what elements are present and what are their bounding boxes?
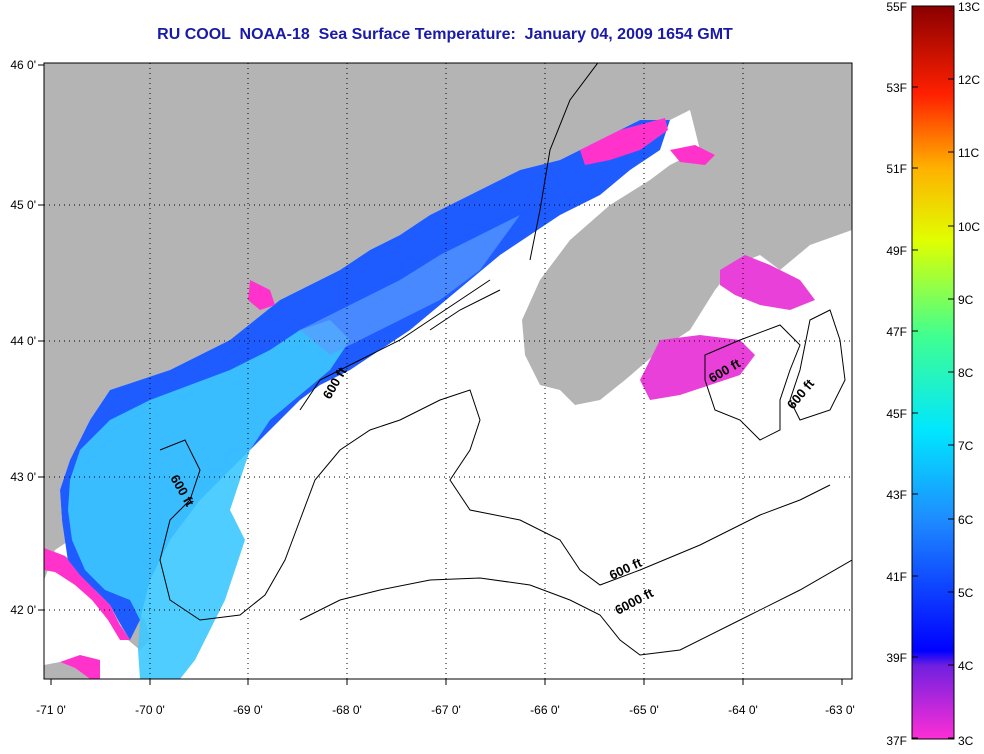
axis-ticks xyxy=(38,64,843,685)
colorbar-f-label: 55F xyxy=(886,0,907,14)
colorbar-c-label: 12C xyxy=(958,73,980,87)
colorbar-c-label: 9C xyxy=(958,293,974,307)
map-title: RU COOL NOAA-18 Sea Surface Temperature:… xyxy=(157,26,733,43)
colorbar-c-label: 8C xyxy=(958,366,974,380)
colorbar-c-label: 6C xyxy=(958,513,974,527)
sst-field xyxy=(44,118,815,679)
lat-label: 43 0' xyxy=(10,470,36,484)
colorbar-c-label: 13C xyxy=(958,0,980,14)
colorbar-c-label: 4C xyxy=(958,659,974,673)
colorbar-f-label: 39F xyxy=(886,651,907,665)
lon-label: -67 0' xyxy=(431,703,461,717)
colorbar-f-label: 43F xyxy=(886,488,907,502)
lat-label: 46 0' xyxy=(10,58,36,72)
lon-label: -69 0' xyxy=(233,703,263,717)
map-area: 600 ft 600 ft 600 ft 600 ft 600 ft 6000 … xyxy=(44,63,852,679)
map-frame xyxy=(43,62,853,680)
colorbar-ticks xyxy=(912,5,954,739)
colorbar-c-label: 5C xyxy=(958,586,974,600)
lon-label: -66 0' xyxy=(530,703,560,717)
lon-label: -68 0' xyxy=(332,703,362,717)
colorbar-c-label: 3C xyxy=(958,734,974,748)
land xyxy=(44,63,852,679)
colorbar: 55F 53F 51F 49F 47F 45F 43F 41F 39F 37F … xyxy=(886,0,980,748)
lon-label: -71 0' xyxy=(36,703,66,717)
colorbar-f-label: 37F xyxy=(886,734,907,748)
colorbar-f-label: 41F xyxy=(886,570,907,584)
colorbar-f-label: 47F xyxy=(886,325,907,339)
colorbar-f-label: 51F xyxy=(886,162,907,176)
lon-label: -63 0' xyxy=(825,703,855,717)
lat-label: 44 0' xyxy=(10,334,36,348)
lon-label: -65 0' xyxy=(629,703,659,717)
colorbar-c-label: 11C xyxy=(958,146,979,160)
latitude-labels: 46 0' 45 0' 44 0' 43 0' 42 0' xyxy=(10,58,36,617)
longitude-labels: -71 0' -70 0' -69 0' -68 0' -67 0' -66 0… xyxy=(36,703,855,717)
lon-label: -70 0' xyxy=(135,703,165,717)
colorbar-c-label: 10C xyxy=(958,220,980,234)
lon-label: -64 0' xyxy=(728,703,758,717)
lat-label: 45 0' xyxy=(10,198,36,212)
colorbar-f-label: 49F xyxy=(886,244,907,258)
colorbar-f-label: 53F xyxy=(886,81,907,95)
bathymetry-contours xyxy=(159,63,852,656)
lat-label: 42 0' xyxy=(10,603,36,617)
colorbar-f-label: 45F xyxy=(886,407,907,421)
colorbar-c-label: 7C xyxy=(958,439,974,453)
colorbar-gradient xyxy=(911,5,955,740)
